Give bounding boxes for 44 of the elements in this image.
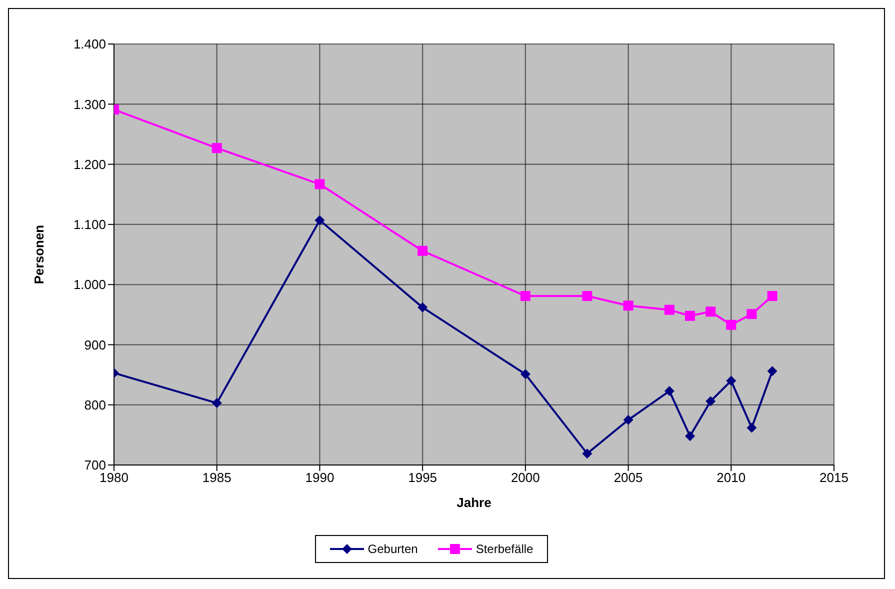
y-tick-label: 1.300 — [73, 96, 106, 112]
legend-label: Geburten — [366, 542, 418, 556]
x-tick-label: 1995 — [408, 470, 438, 486]
point — [746, 309, 757, 320]
point — [664, 304, 674, 315]
point — [623, 300, 634, 311]
y-tick-label: 1.200 — [73, 156, 106, 172]
point — [582, 448, 592, 459]
x-tick-label: 2015 — [820, 470, 848, 486]
legend-label: Sterbefälle — [474, 542, 534, 556]
point — [418, 246, 428, 256]
x-tick-label: 2000 — [510, 470, 540, 486]
y-tick-label: 900 — [84, 337, 106, 352]
point — [212, 398, 222, 408]
point — [685, 431, 695, 442]
x-axis-title: Jahre — [456, 495, 492, 510]
point — [726, 376, 736, 386]
point — [706, 396, 716, 406]
y-tick-label: 1.100 — [73, 217, 106, 232]
point — [726, 320, 736, 330]
point — [767, 291, 778, 301]
x-tick-label: 1990 — [305, 470, 334, 486]
y-axis-title: Personen — [32, 224, 47, 284]
point — [314, 179, 325, 190]
point — [706, 306, 716, 317]
point — [582, 291, 592, 301]
y-tick-label: 1.400 — [73, 36, 106, 52]
point — [623, 414, 634, 425]
x-tick-label: 1980 — [100, 470, 128, 486]
point — [664, 386, 674, 396]
x-tick-label: 1985 — [202, 470, 232, 486]
point — [767, 366, 778, 376]
x-tick-label: 2010 — [716, 470, 746, 486]
x-tick-label: 2005 — [614, 470, 643, 486]
y-tick-label: 700 — [84, 458, 106, 473]
point — [520, 369, 530, 380]
y-tick-label: 800 — [84, 397, 106, 412]
point — [212, 143, 222, 154]
point — [746, 422, 757, 433]
point — [418, 302, 428, 312]
point — [685, 310, 695, 321]
point — [520, 291, 530, 301]
point — [314, 215, 325, 226]
y-tick-label: 1.000 — [73, 277, 106, 292]
